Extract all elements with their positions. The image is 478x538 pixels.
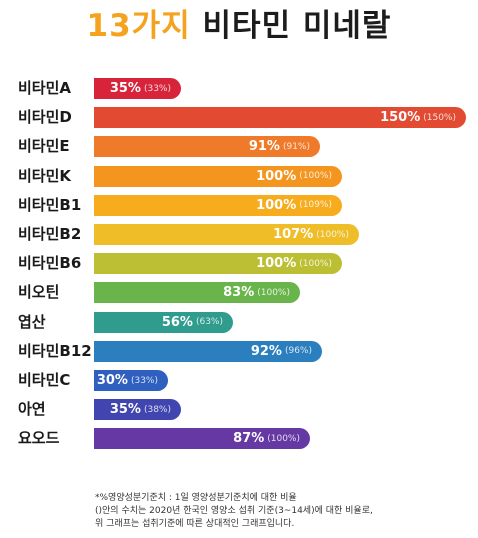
value-label: 91% xyxy=(248,139,280,155)
value-label: 87% xyxy=(233,431,265,447)
bar-row: 비타민B12 92% (96%) xyxy=(0,340,478,362)
bar: 87% (100%) xyxy=(94,428,310,450)
value-label: 100% xyxy=(256,256,297,272)
value-label: 92% xyxy=(250,343,282,359)
bar-row: 비타민D 150% (150%) xyxy=(0,107,478,129)
reference-value-label: (33%) xyxy=(130,375,158,386)
bar: 35% (38%) xyxy=(94,399,181,421)
category-label: 비오틴 xyxy=(18,283,60,302)
category-label: 비타민B2 xyxy=(18,225,82,243)
bar-row: 비타민K 100% (100%) xyxy=(0,165,478,187)
reference-value-label: (100%) xyxy=(299,258,332,269)
reference-value-label: (63%) xyxy=(195,317,223,328)
reference-value-label: (33%) xyxy=(143,83,171,94)
bar-row: 비타민B1 100% (109%) xyxy=(0,194,478,216)
reference-value-label: (100%) xyxy=(257,287,290,298)
chart-title: 13가지 비타민 미네랄 xyxy=(0,4,478,48)
footnote-line: *%영양성분기준치 : 1일 영양성분기준치에 대한 비율 xyxy=(95,493,297,503)
title-accent: 13가지 xyxy=(86,8,191,44)
category-label: 비타민B1 xyxy=(18,195,82,214)
bar: 30% (33%) xyxy=(94,370,168,391)
value-label: 83% xyxy=(223,285,255,301)
bar: 92% (96%) xyxy=(94,340,322,362)
bar-row: 비타민B2 107% (100%) xyxy=(0,224,478,245)
category-label: 비타민E xyxy=(18,137,70,156)
footnote-line: 위 그래프는 섭취기준에 따른 상대적인 그래프입니다. xyxy=(95,519,295,529)
category-label: 비타민K xyxy=(18,166,72,185)
bar: 56% (63%) xyxy=(94,311,233,333)
category-label: 아연 xyxy=(18,400,46,419)
value-label: 56% xyxy=(161,314,193,330)
title-main: 비타민 미네랄 xyxy=(202,8,392,44)
bar: 150% (150%) xyxy=(94,107,466,129)
value-label: 100% xyxy=(256,197,297,213)
reference-value-label: (109%) xyxy=(299,200,332,211)
bar-row: 아연 35% (38%) xyxy=(0,399,478,421)
bar: 91% (91%) xyxy=(94,136,320,158)
bar-row: 비타민B6 100% (100%) xyxy=(0,253,478,275)
bar: 35% (33%) xyxy=(94,78,181,99)
bar: 83% (100%) xyxy=(94,282,300,304)
bar-row: 비타민A 35% (33%) xyxy=(0,78,478,99)
value-label: 35% xyxy=(109,81,141,96)
value-label: 35% xyxy=(109,402,141,418)
category-label: 비타민B12 xyxy=(18,341,92,360)
reference-value-label: (100%) xyxy=(267,433,300,444)
bar: 100% (100%) xyxy=(94,165,342,187)
bar: 100% (100%) xyxy=(94,253,342,275)
value-label: 107% xyxy=(273,227,314,242)
footnote: *%영양성분기준치 : 1일 영양성분기준치에 대한 비율 ()안의 수치는 2… xyxy=(95,492,465,531)
reference-value-label: (91%) xyxy=(282,141,310,152)
bar-row: 비오틴 83% (100%) xyxy=(0,282,478,304)
value-label: 100% xyxy=(256,168,297,184)
footnote-line: ()안의 수치는 2020년 한국인 영양소 섭취 기준(3~14세)에 대한 … xyxy=(95,506,373,516)
reference-value-label: (100%) xyxy=(316,229,349,240)
bar-row: 비타민E 91% (91%) xyxy=(0,136,478,158)
category-label: 비타민D xyxy=(18,108,72,127)
category-label: 엽산 xyxy=(18,312,46,331)
category-label: 비타민A xyxy=(18,79,72,97)
reference-value-label: (38%) xyxy=(143,404,171,415)
bar-row: 비타민C 30% (33%) xyxy=(0,370,478,391)
value-label: 30% xyxy=(96,373,128,388)
reference-value-label: (150%) xyxy=(423,112,456,123)
bar: 100% (109%) xyxy=(94,194,342,216)
category-label: 요오드 xyxy=(18,429,60,448)
bar-row: 요오드 87% (100%) xyxy=(0,428,478,450)
bar-row: 엽산 56% (63%) xyxy=(0,311,478,333)
category-label: 비타민C xyxy=(18,371,71,389)
reference-value-label: (100%) xyxy=(299,171,332,182)
value-label: 150% xyxy=(380,110,421,126)
reference-value-label: (96%) xyxy=(284,346,312,357)
category-label: 비타민B6 xyxy=(18,254,82,273)
bar: 107% (100%) xyxy=(94,224,359,245)
